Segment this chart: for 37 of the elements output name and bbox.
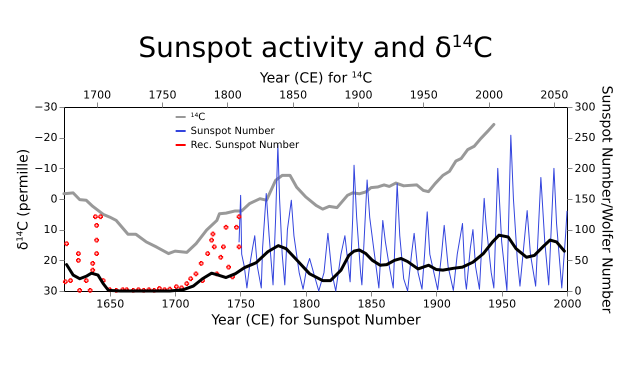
- y2-tick-label: 100: [574, 223, 596, 236]
- y-tick-label: −20: [34, 131, 58, 144]
- x2-tick-label: 2050: [540, 88, 568, 102]
- y2-tick-label: 50: [574, 254, 588, 267]
- y-tick-label: −10: [34, 162, 58, 175]
- x2-tick-label: 1800: [214, 88, 242, 102]
- y-tick-label: −30: [34, 100, 58, 114]
- x-axis-title: Year (CE) for Sunspot Number: [210, 312, 421, 328]
- x2-tick-label: 1750: [148, 88, 176, 102]
- y2-axis-title: Sunspot Number/Wolfer Number: [598, 86, 614, 314]
- x2-tick-label: 1900: [344, 88, 372, 102]
- x-tick-label: 2000: [554, 298, 582, 310]
- y-tick-label: 20: [44, 254, 58, 267]
- y2-tick-label: 0: [574, 284, 582, 298]
- y2-tick-label: 250: [574, 131, 596, 144]
- legend-label: Sunspot Number: [190, 126, 276, 137]
- x-tick-label: 1750: [226, 298, 255, 310]
- legend-label: Rec. Sunspot Number: [190, 140, 300, 151]
- y2-tick-label: 300: [574, 100, 596, 114]
- legend-label: $^{14}$C: [190, 112, 206, 123]
- y-tick-label: 0: [50, 192, 58, 206]
- x-tick-label: 1850: [358, 298, 386, 310]
- y2-tick-label: 150: [574, 192, 596, 206]
- x2-tick-label: 1850: [279, 88, 308, 102]
- x2-tick-label: 1950: [410, 88, 438, 102]
- x-tick-label: 1800: [292, 298, 320, 310]
- x2-tick-label: 2000: [475, 88, 504, 102]
- y-tick-label: 30: [44, 284, 58, 298]
- x-tick-label: 1650: [96, 298, 124, 310]
- x-tick-label: 1950: [488, 298, 516, 310]
- chart-title: Sunspot activity and δ$^{14}$C: [138, 31, 493, 64]
- x2-tick-label: 1700: [83, 88, 112, 102]
- y2-tick-label: 200: [574, 162, 596, 175]
- x-tick-label: 1700: [162, 298, 190, 310]
- x2-axis-title: Year (CE) for $^{14}$C: [258, 70, 372, 86]
- y-tick-label: 10: [44, 223, 58, 236]
- x-tick-label: 1900: [422, 298, 451, 310]
